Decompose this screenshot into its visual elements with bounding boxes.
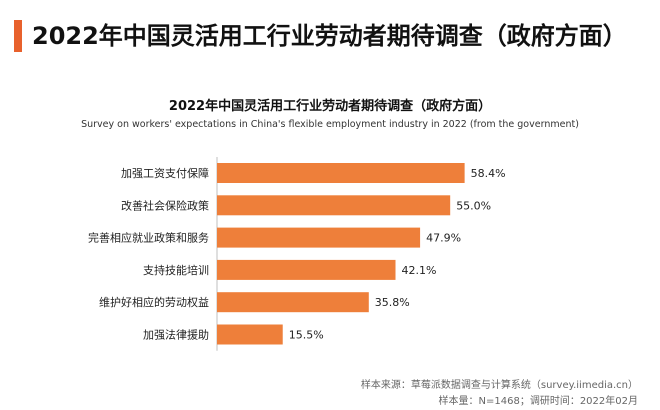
value-label-3: 42.1%: [402, 264, 437, 277]
bar-4: [217, 292, 369, 313]
value-label-5: 15.5%: [289, 329, 324, 342]
category-label-5: 加强法律援助: [143, 328, 209, 342]
value-label-4: 35.8%: [375, 296, 410, 309]
chart-subtitle: Survey on workers' expectations in China…: [81, 119, 579, 130]
footer-sample: 样本量：N=1468；调研时间：2022年02月: [438, 396, 638, 407]
bar-3: [217, 259, 396, 280]
title-accent-bar: [14, 20, 22, 52]
value-label-2: 47.9%: [426, 232, 461, 245]
bar-1: [217, 195, 451, 216]
category-label-0: 加强工资支付保障: [121, 166, 209, 180]
category-label-3: 支持技能培训: [143, 263, 209, 277]
bar-5: [217, 324, 283, 345]
value-label-1: 55.0%: [456, 199, 491, 212]
category-label-1: 改善社会保险政策: [121, 198, 209, 212]
footer-source: 样本来源：草莓派数据调查与计算系统（survey.iimedia.cn）: [360, 380, 638, 391]
category-label-2: 完善相应就业政策和服务: [88, 231, 209, 245]
page-title: 2022年中国灵活用工行业劳动者期待调查（政府方面）: [32, 22, 627, 50]
category-label-4: 维护好相应的劳动权益: [99, 295, 209, 309]
bar-0: [217, 163, 465, 183]
bar-2: [217, 227, 421, 248]
value-label-0: 58.4%: [471, 167, 506, 180]
chart-title: 2022年中国灵活用工行业劳动者期待调查（政府方面）: [168, 99, 492, 114]
